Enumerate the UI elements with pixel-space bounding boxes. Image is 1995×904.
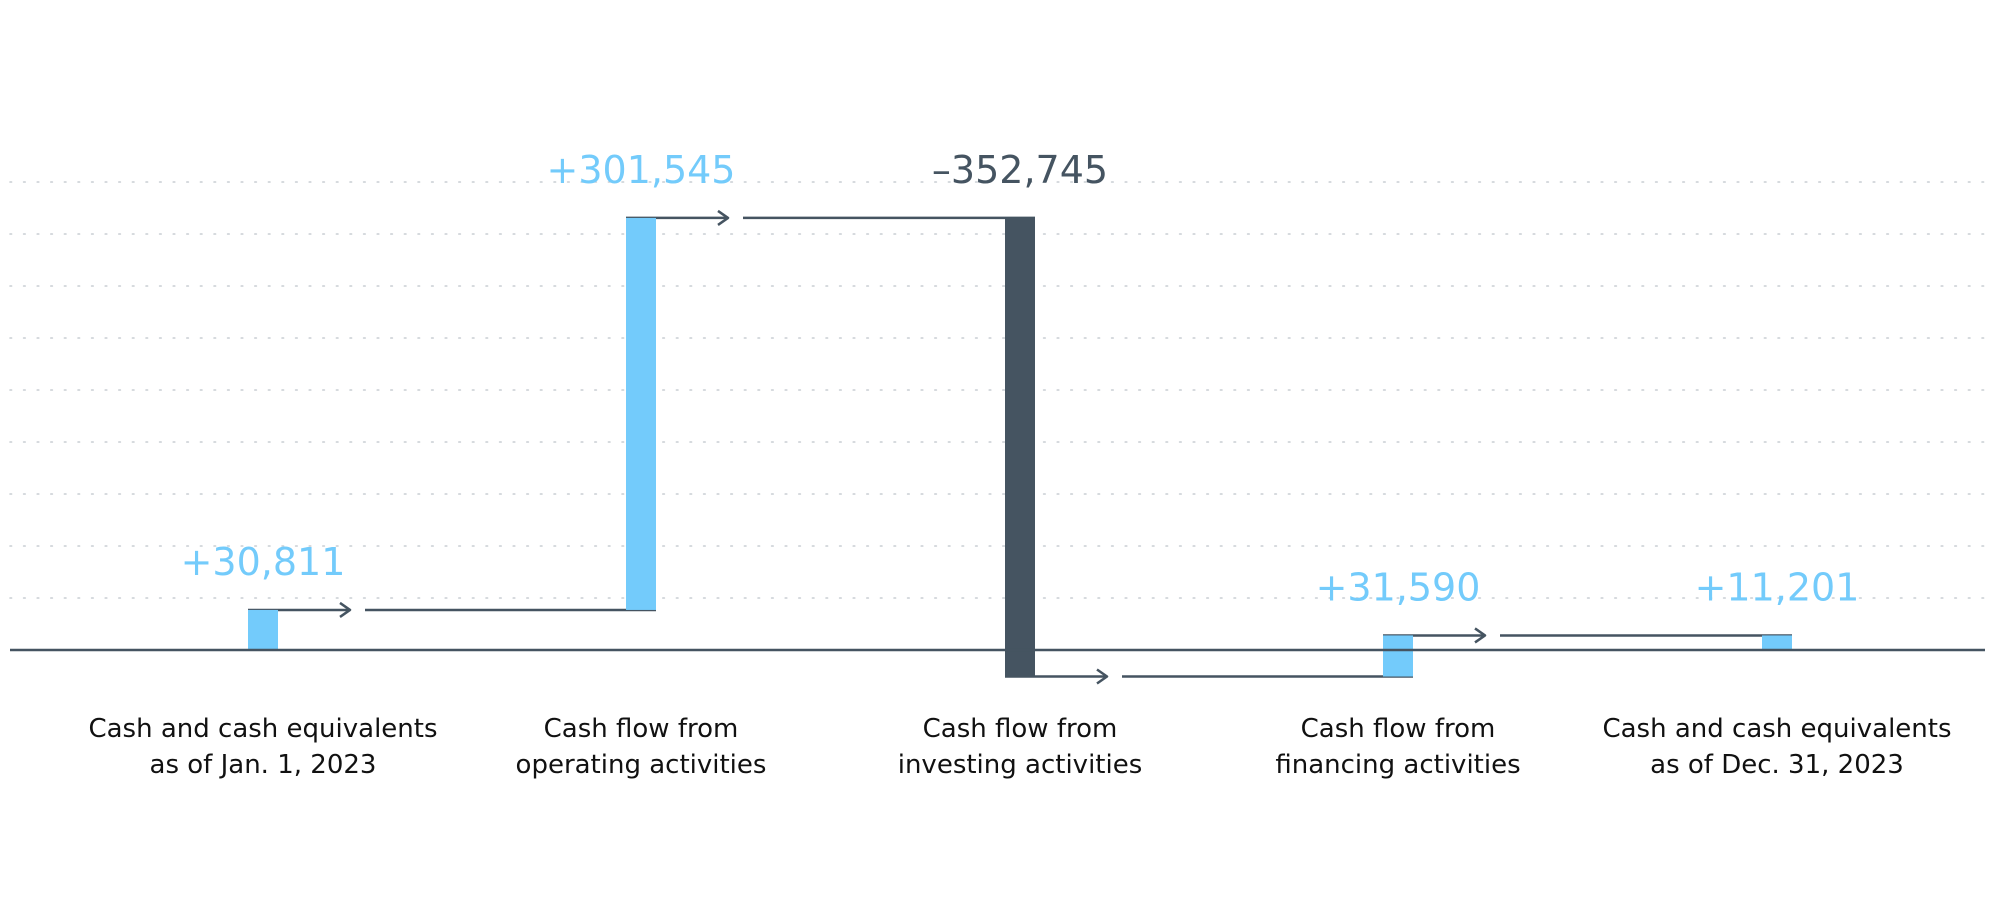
- connector-arrow-2: [1096, 668, 1109, 685]
- category-label-line: Cash and cash equivalents: [88, 714, 437, 744]
- value-label-3: +31,590: [1316, 565, 1481, 609]
- category-label-line: as of Jan. 1, 2023: [150, 750, 377, 780]
- value-labels: +30,811 +301,545 –352,745 +31,590 +11,201: [181, 148, 1860, 610]
- grid-lines: [9, 181, 1986, 599]
- bar-3: [1383, 635, 1413, 677]
- value-label-0: +30,811: [181, 540, 346, 584]
- category-label-line: Cash flow from: [923, 714, 1118, 744]
- category-label-4: Cash and cash equivalents as of Dec. 31, …: [1602, 714, 1951, 780]
- bar-1: [626, 217, 656, 610]
- connector-arrow-1: [717, 209, 730, 226]
- category-label-1: Cash flow from operating activities: [516, 714, 767, 780]
- bars: [248, 217, 1792, 677]
- connector-arrow-0: [339, 601, 352, 618]
- value-label-2: –352,745: [932, 148, 1108, 192]
- value-label-4: +11,201: [1695, 565, 1860, 609]
- category-label-0: Cash and cash equivalents as of Jan. 1, 2…: [88, 714, 437, 780]
- category-label-line: financing activities: [1275, 750, 1520, 780]
- category-label-2: Cash flow from investing activities: [898, 714, 1143, 780]
- category-label-line: as of Dec. 31, 2023: [1650, 750, 1904, 780]
- category-label-3: Cash flow from financing activities: [1275, 714, 1520, 780]
- bar-4: [1762, 635, 1792, 650]
- category-label-line: Cash and cash equivalents: [1602, 714, 1951, 744]
- bar-0: [248, 609, 278, 650]
- category-label-line: investing activities: [898, 750, 1143, 780]
- connectors: [248, 209, 1792, 685]
- category-label-line: Cash flow from: [544, 714, 739, 744]
- bar-2: [1005, 217, 1035, 677]
- connector-arrow-3: [1474, 627, 1487, 644]
- category-label-line: operating activities: [516, 750, 767, 780]
- value-label-1: +301,545: [547, 148, 736, 192]
- category-label-line: Cash flow from: [1301, 714, 1496, 744]
- category-labels: Cash and cash equivalents as of Jan. 1, 2…: [88, 714, 1951, 780]
